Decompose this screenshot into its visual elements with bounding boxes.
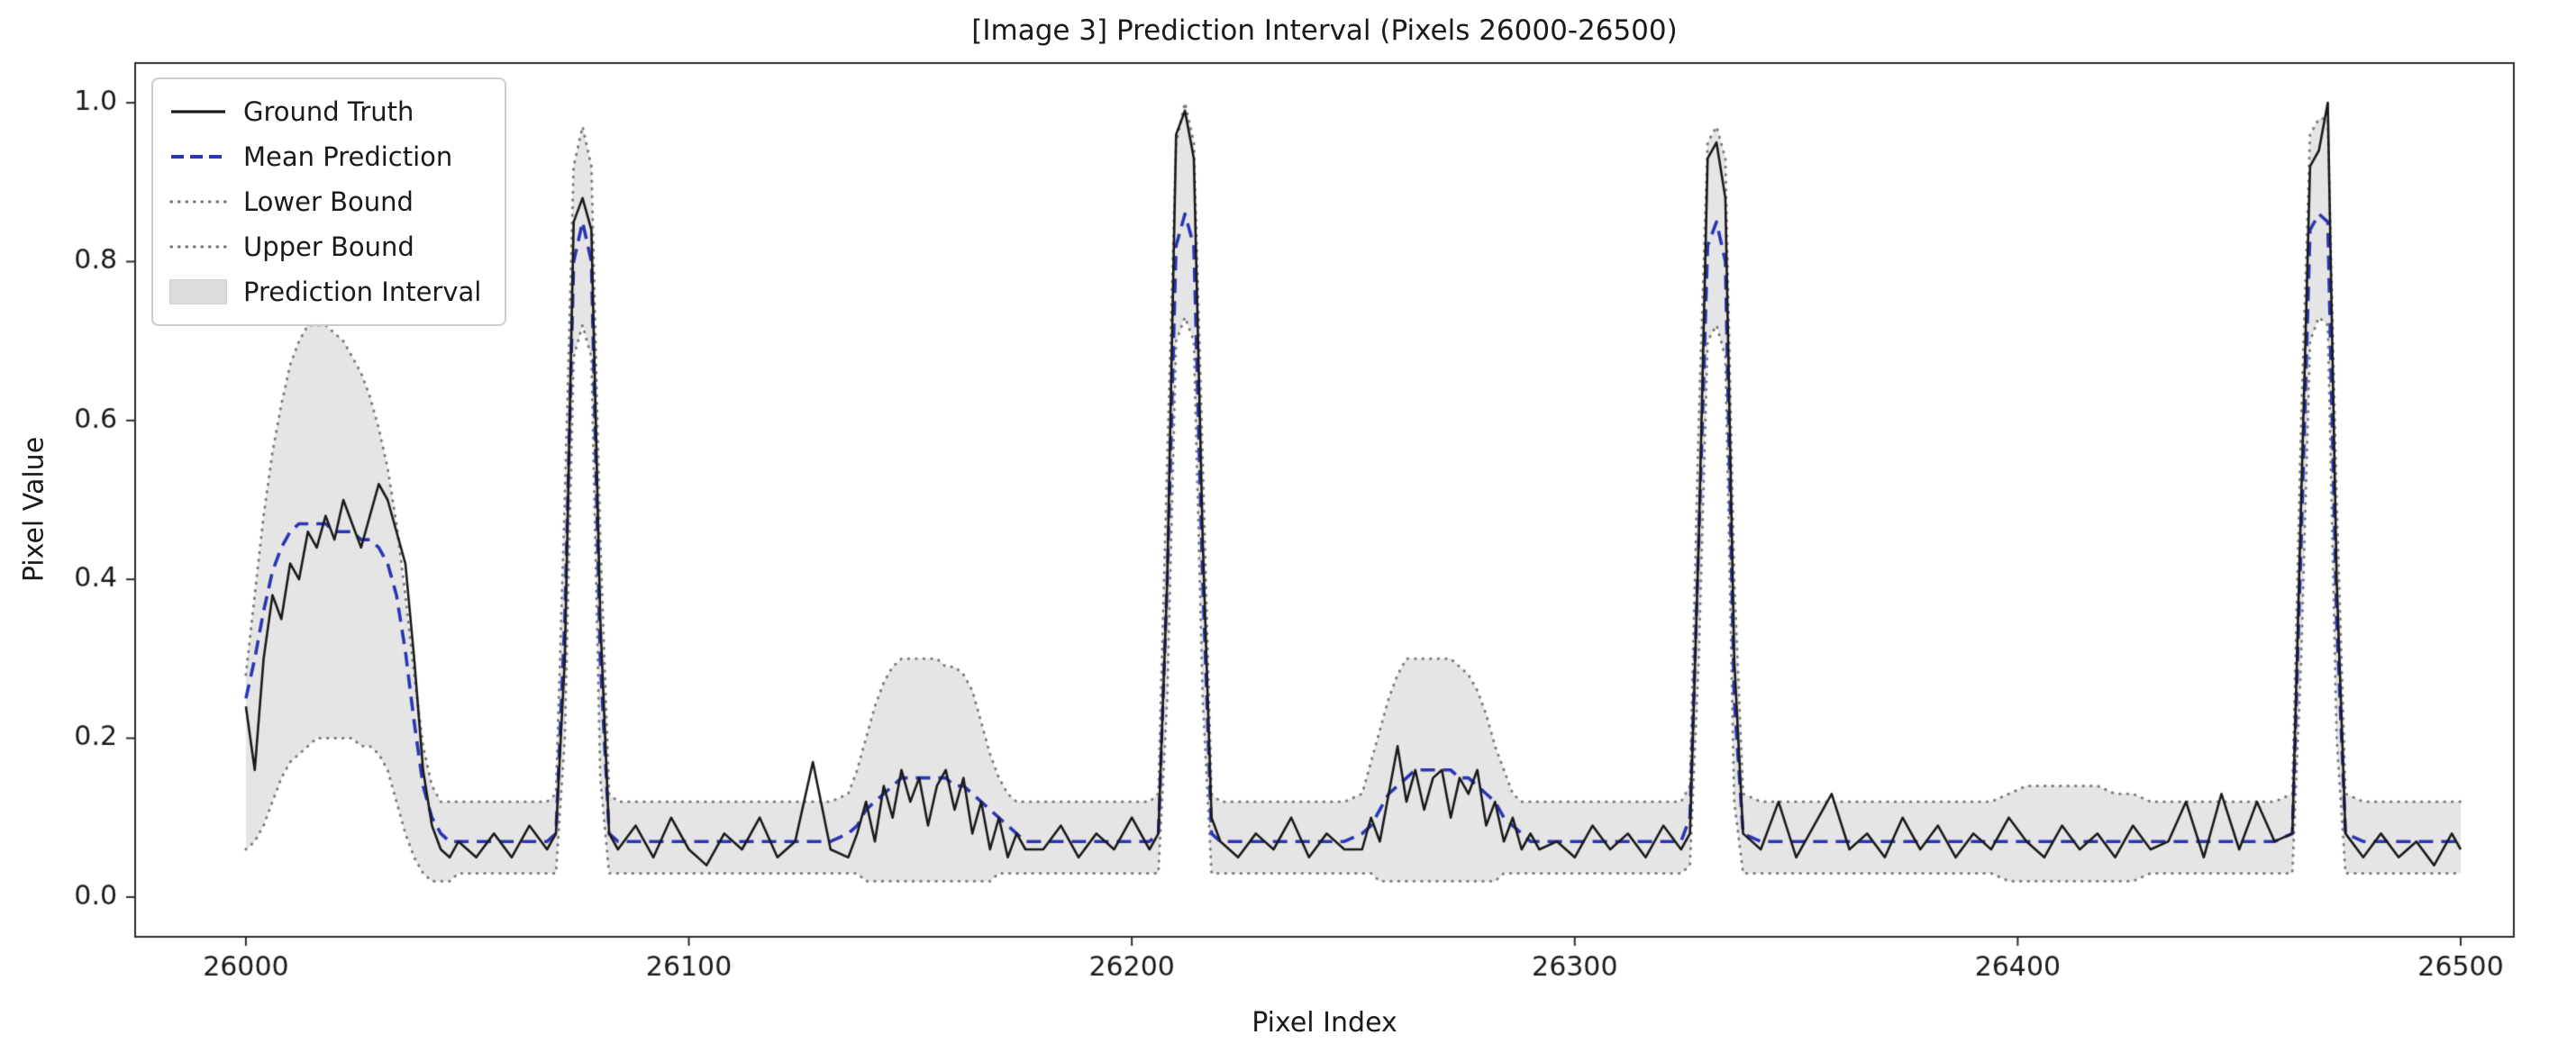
legend-item-ground-truth: Ground Truth — [169, 94, 481, 130]
interval-swatch-icon — [169, 279, 227, 304]
x-axis-label: Pixel Index — [1252, 1007, 1397, 1039]
y-axis-label: Pixel Value — [18, 436, 50, 583]
dashed-line-swatch-icon — [169, 145, 227, 168]
legend-label: Ground Truth — [243, 96, 414, 127]
dotted-line-swatch-icon — [169, 190, 227, 213]
legend-item-lower-bound: Lower Bound — [169, 184, 481, 220]
legend-item-mean-prediction: Mean Prediction — [169, 139, 481, 175]
solid-line-swatch-icon — [169, 100, 227, 123]
legend-item-prediction-interval: Prediction Interval — [169, 274, 481, 310]
chart-title: [Image 3] Prediction Interval (Pixels 26… — [971, 14, 1678, 47]
legend-label: Lower Bound — [243, 186, 414, 217]
legend-item-upper-bound: Upper Bound — [169, 229, 481, 265]
legend: Ground Truth Mean Prediction Lower Bound Up… — [151, 77, 507, 326]
legend-label: Mean Prediction — [243, 141, 453, 172]
legend-label: Upper Bound — [243, 231, 414, 262]
dotted-line-swatch-icon — [169, 235, 227, 259]
legend-label: Prediction Interval — [243, 277, 482, 307]
